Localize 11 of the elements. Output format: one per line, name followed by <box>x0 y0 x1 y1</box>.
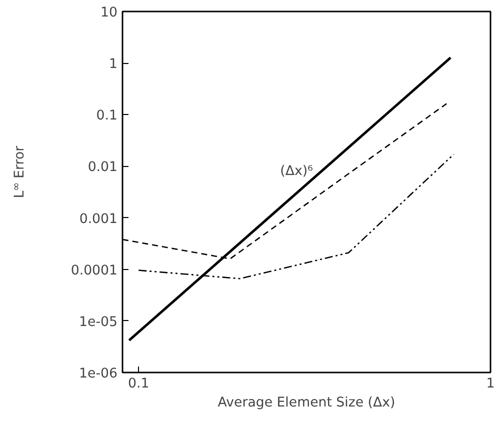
x-axis-title: Average Element Size (Δx) <box>218 396 396 410</box>
y-tick-label: 1 <box>109 57 118 72</box>
y-tick-label: 1e-06 <box>79 366 118 382</box>
y-tick-label: 0.001 <box>79 212 118 227</box>
annotation: (Δx)⁶ <box>280 164 313 179</box>
y-tick-label: 0.1 <box>96 108 118 124</box>
y-axis-title: L∞ Error <box>10 145 28 198</box>
y-tick-label: 1e-05 <box>79 314 118 330</box>
y-tick-label: 0.01 <box>88 160 118 176</box>
y-tick-label: 0.0001 <box>70 263 118 278</box>
y-tick-label: 10 <box>100 6 118 20</box>
